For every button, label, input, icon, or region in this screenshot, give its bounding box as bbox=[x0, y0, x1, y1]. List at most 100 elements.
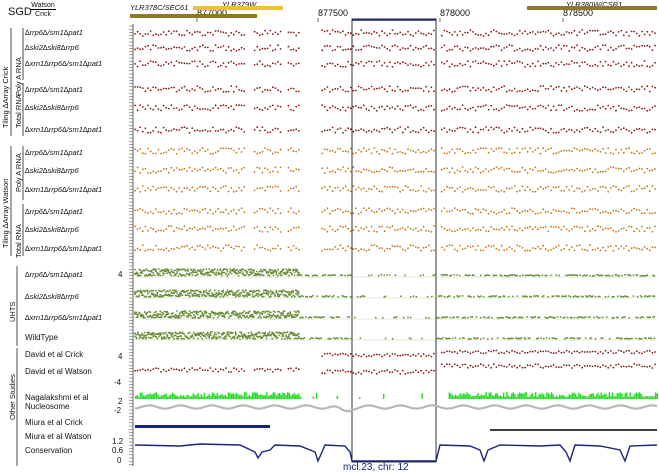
data-point bbox=[511, 349, 513, 352]
track-crick-5 bbox=[134, 104, 656, 112]
data-point bbox=[135, 395, 137, 399]
data-point bbox=[474, 337, 477, 340]
data-point bbox=[500, 86, 503, 89]
data-point bbox=[394, 44, 396, 47]
data-point bbox=[498, 211, 500, 214]
data-point bbox=[246, 311, 248, 314]
data-point bbox=[537, 60, 539, 63]
data-point bbox=[178, 212, 181, 214]
data-point bbox=[198, 333, 201, 336]
data-point bbox=[620, 208, 623, 211]
data-point bbox=[365, 250, 368, 252]
data-point bbox=[240, 270, 243, 272]
data-point bbox=[365, 150, 368, 153]
data-point bbox=[607, 212, 610, 214]
data-point bbox=[544, 31, 547, 33]
data-point bbox=[542, 244, 545, 247]
data-point bbox=[469, 229, 472, 232]
data-point bbox=[258, 151, 261, 154]
data-point bbox=[433, 29, 435, 32]
data-point bbox=[192, 393, 194, 399]
data-point bbox=[560, 249, 563, 252]
data-point bbox=[563, 86, 565, 89]
data-point bbox=[375, 372, 378, 375]
data-point bbox=[197, 269, 199, 272]
data-point bbox=[173, 86, 175, 89]
data-point bbox=[472, 227, 474, 230]
data-point bbox=[139, 60, 142, 63]
data-point bbox=[433, 108, 435, 111]
data-point bbox=[450, 393, 452, 399]
data-point bbox=[230, 105, 233, 108]
data-point bbox=[183, 46, 186, 48]
data-point bbox=[463, 337, 465, 340]
data-point bbox=[222, 185, 225, 188]
data-point bbox=[296, 271, 299, 273]
data-point bbox=[399, 373, 402, 375]
data-point bbox=[271, 170, 274, 173]
data-point bbox=[534, 190, 537, 193]
data-point bbox=[539, 247, 542, 250]
data-point bbox=[495, 126, 498, 129]
data-point bbox=[375, 353, 378, 356]
data-point bbox=[232, 48, 235, 51]
data-point bbox=[514, 316, 517, 319]
data-point bbox=[344, 249, 347, 252]
data-point bbox=[323, 30, 326, 33]
data-point bbox=[647, 295, 650, 298]
data-point bbox=[511, 105, 513, 107]
data-point bbox=[388, 208, 391, 210]
data-point bbox=[485, 189, 487, 191]
data-point bbox=[503, 60, 506, 62]
data-point bbox=[209, 274, 212, 277]
data-point bbox=[412, 244, 415, 247]
data-point bbox=[151, 394, 153, 399]
data-point bbox=[336, 168, 339, 171]
data-point bbox=[257, 292, 260, 295]
data-point bbox=[495, 166, 498, 169]
data-point bbox=[646, 44, 649, 47]
data-point bbox=[596, 315, 598, 318]
data-point bbox=[487, 151, 490, 154]
data-point bbox=[589, 208, 591, 211]
data-point bbox=[425, 62, 428, 64]
data-point bbox=[346, 274, 349, 277]
data-point bbox=[420, 208, 422, 211]
data-point bbox=[174, 334, 177, 337]
data-point bbox=[594, 127, 597, 130]
data-point bbox=[550, 47, 552, 49]
data-point bbox=[466, 211, 469, 214]
data-point bbox=[401, 90, 404, 93]
data-point bbox=[243, 333, 246, 335]
data-point bbox=[341, 338, 344, 340]
data-point bbox=[177, 337, 180, 340]
data-point bbox=[344, 48, 347, 51]
data-point bbox=[377, 274, 380, 277]
data-point bbox=[173, 230, 175, 233]
data-point bbox=[622, 34, 625, 37]
data-point bbox=[336, 107, 339, 110]
data-point bbox=[264, 167, 266, 170]
data-point bbox=[575, 274, 577, 277]
data-point bbox=[220, 272, 223, 275]
data-point bbox=[394, 129, 396, 131]
data-point bbox=[596, 190, 599, 192]
data-point bbox=[180, 147, 183, 150]
data-point bbox=[471, 274, 474, 277]
data-point bbox=[360, 86, 363, 89]
data-point bbox=[430, 249, 433, 252]
data-point bbox=[604, 349, 607, 352]
data-point bbox=[573, 316, 576, 319]
data-point bbox=[212, 34, 214, 36]
data-point bbox=[576, 129, 578, 132]
data-point bbox=[580, 295, 583, 298]
data-point bbox=[495, 349, 498, 352]
data-point bbox=[275, 273, 278, 276]
data-point bbox=[492, 128, 495, 131]
data-point bbox=[542, 105, 545, 108]
data-point bbox=[596, 29, 599, 32]
data-point bbox=[238, 48, 240, 51]
data-point bbox=[628, 365, 630, 368]
data-point bbox=[205, 295, 208, 297]
data-point bbox=[560, 351, 563, 354]
